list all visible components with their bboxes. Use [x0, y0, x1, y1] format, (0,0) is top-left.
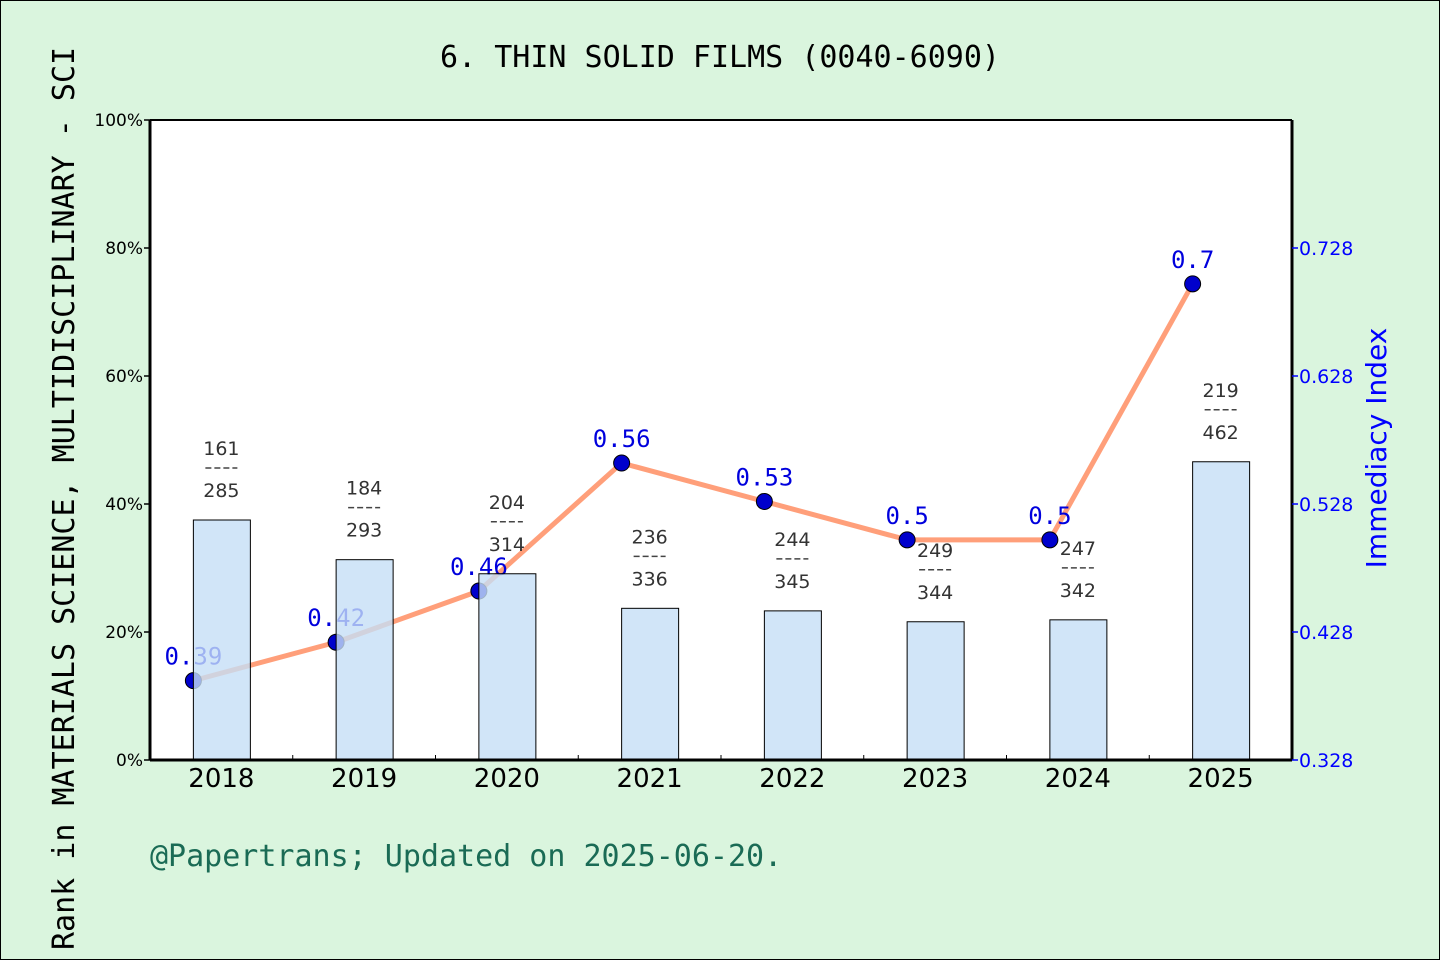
x-tick-label: 2025 — [1188, 764, 1254, 794]
rank-bar — [906, 621, 965, 761]
rank-bar — [1192, 461, 1251, 761]
y-tick-label: 0% — [116, 751, 143, 771]
rank-label: 244 — [774, 529, 810, 551]
rank-label: 204 — [489, 492, 525, 514]
y-tick-label: 60% — [105, 367, 143, 387]
total-label: 336 — [631, 568, 667, 590]
y-tick-label: 100% — [94, 111, 143, 131]
rank-label: 219 — [1202, 380, 1238, 402]
total-label: 293 — [346, 520, 382, 542]
y-tick-label: 80% — [105, 239, 143, 259]
total-label: 285 — [203, 480, 239, 502]
immediacy-label: 0.7 — [1171, 246, 1214, 274]
immediacy-label: 0.5 — [1028, 502, 1071, 530]
y2-tick-label: 0.728 — [1299, 238, 1353, 260]
rank-bar — [763, 610, 822, 761]
plot-area — [150, 120, 1292, 760]
immediacy-point — [613, 454, 631, 472]
y2-tick-label: 0.328 — [1299, 750, 1353, 772]
rank-label: 249 — [917, 540, 953, 562]
rank-bar — [192, 519, 251, 761]
rank-bar — [335, 559, 394, 761]
rank-bar — [478, 573, 537, 761]
rank-bar — [1049, 619, 1108, 761]
immediacy-point — [755, 492, 773, 510]
y-tick-label: 40% — [105, 495, 143, 515]
total-label: 462 — [1202, 422, 1238, 444]
total-label: 344 — [917, 582, 953, 604]
footer-credit: @Papertrans; Updated on 2025-06-20. — [150, 839, 782, 874]
immediacy-label: 0.5 — [885, 502, 928, 530]
rank-label: 184 — [346, 478, 382, 500]
total-label: 314 — [489, 534, 525, 556]
rank-label: 236 — [631, 526, 667, 548]
y2-tick-label: 0.428 — [1299, 622, 1353, 644]
immediacy-point — [1184, 275, 1202, 293]
rank-bar — [621, 607, 680, 761]
immediacy-label: 0.56 — [593, 425, 651, 453]
x-tick-label: 2020 — [474, 764, 540, 794]
rank-label: 161 — [203, 438, 239, 460]
x-tick-label: 2023 — [902, 764, 968, 794]
x-tick-label: 2019 — [331, 764, 397, 794]
total-label: 345 — [774, 571, 810, 593]
total-label: 342 — [1060, 580, 1096, 602]
immediacy-point — [898, 531, 916, 549]
immediacy-point — [1041, 531, 1059, 549]
x-tick-label: 2024 — [1045, 764, 1111, 794]
rank-label: 247 — [1060, 538, 1096, 560]
y2-tick-label: 0.528 — [1299, 494, 1353, 516]
y-axis-label: Rank in MATERIALS SCIENCE, MULTIDISCIPLI… — [47, 47, 82, 950]
immediacy-label: 0.53 — [735, 463, 793, 491]
y2-axis-label: Immediacy Index — [1360, 328, 1393, 569]
y-tick-label: 20% — [105, 623, 143, 643]
chart-title: 6. THIN SOLID FILMS (0040-6090) — [440, 40, 1000, 75]
x-tick-label: 2021 — [617, 764, 683, 794]
x-tick-label: 2022 — [759, 764, 825, 794]
y2-tick-label: 0.628 — [1299, 366, 1353, 388]
x-tick-label: 2018 — [188, 764, 254, 794]
